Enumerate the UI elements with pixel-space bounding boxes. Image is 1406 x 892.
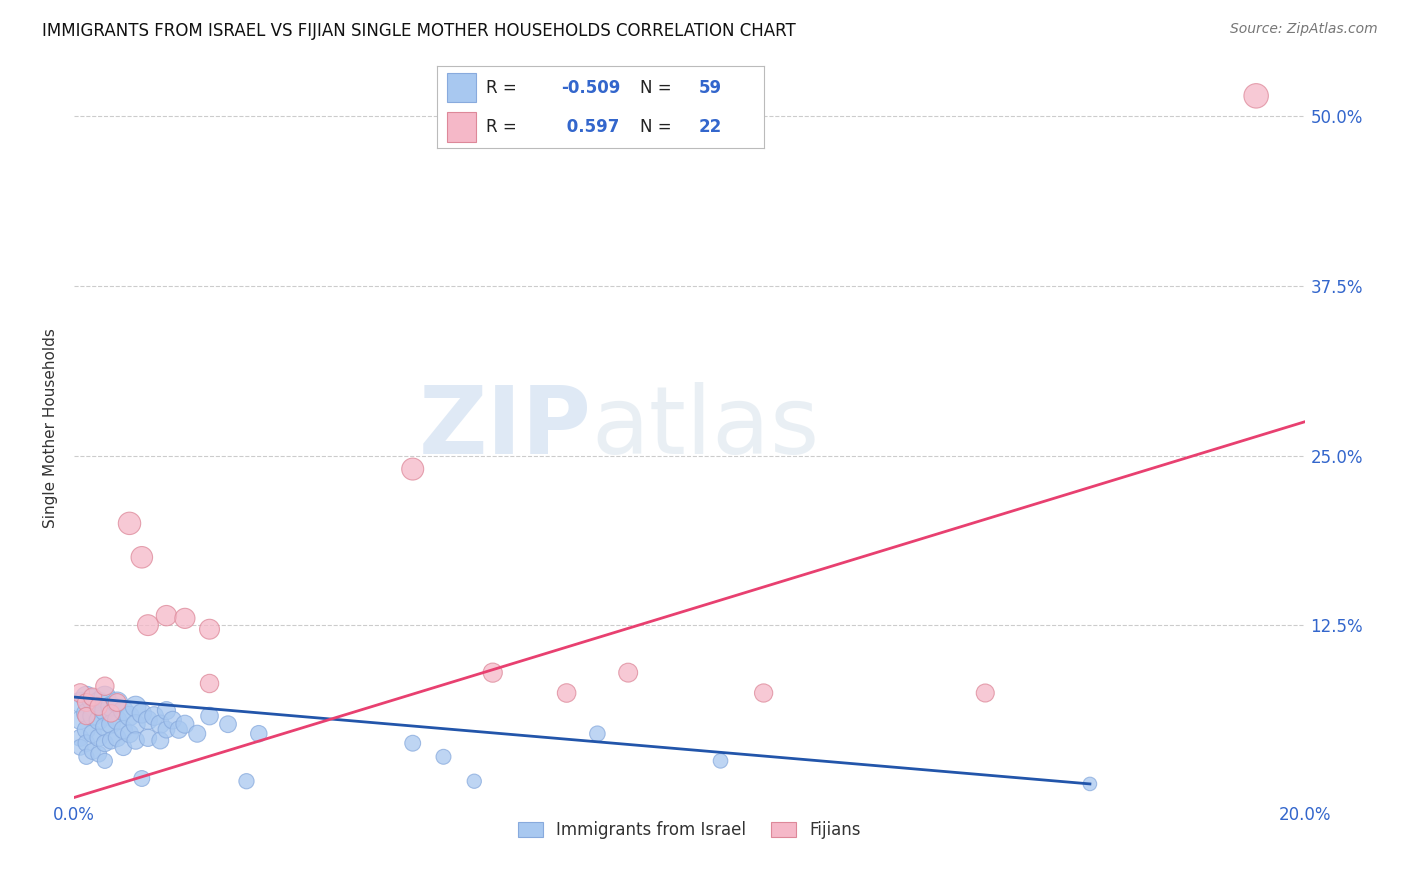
Point <box>217 717 239 731</box>
Point <box>94 754 117 768</box>
Point <box>87 696 110 710</box>
Text: atlas: atlas <box>592 383 820 475</box>
Point <box>87 699 110 714</box>
Point <box>118 727 141 741</box>
Point <box>112 704 135 718</box>
Point <box>82 727 104 741</box>
Point <box>75 723 97 737</box>
Point <box>149 733 172 747</box>
Point <box>752 686 775 700</box>
Point <box>198 709 221 723</box>
Point <box>94 720 117 734</box>
Point <box>69 731 91 745</box>
Point <box>100 699 122 714</box>
Point <box>167 723 190 737</box>
Point <box>82 690 104 704</box>
Point <box>149 717 172 731</box>
Point <box>124 733 146 747</box>
Point <box>235 774 257 789</box>
Y-axis label: Single Mother Households: Single Mother Households <box>44 328 58 528</box>
Legend: Immigrants from Israel, Fijians: Immigrants from Israel, Fijians <box>512 814 868 846</box>
Point <box>463 774 485 789</box>
Point <box>100 706 122 721</box>
Point <box>82 693 104 707</box>
Point <box>136 731 159 745</box>
Point <box>481 665 503 680</box>
Text: ZIP: ZIP <box>419 383 592 475</box>
Point <box>974 686 997 700</box>
Point <box>75 690 97 704</box>
Point <box>118 516 141 531</box>
Point <box>402 736 425 750</box>
Point <box>75 709 97 723</box>
Point <box>75 749 97 764</box>
Point <box>155 704 177 718</box>
Point <box>75 706 97 721</box>
Text: IMMIGRANTS FROM ISRAEL VS FIJIAN SINGLE MOTHER HOUSEHOLDS CORRELATION CHART: IMMIGRANTS FROM ISRAEL VS FIJIAN SINGLE … <box>42 22 796 40</box>
Point <box>131 706 153 721</box>
Point <box>555 686 578 700</box>
Point <box>186 727 208 741</box>
Point <box>69 713 91 727</box>
Point <box>617 665 640 680</box>
Point <box>162 713 184 727</box>
Point <box>75 736 97 750</box>
Point <box>75 696 97 710</box>
Point <box>100 717 122 731</box>
Point <box>105 696 128 710</box>
Point <box>136 713 159 727</box>
Text: Source: ZipAtlas.com: Source: ZipAtlas.com <box>1230 22 1378 37</box>
Point <box>143 709 166 723</box>
Point <box>432 749 454 764</box>
Point <box>709 754 731 768</box>
Point <box>105 731 128 745</box>
Point <box>198 676 221 690</box>
Point <box>82 709 104 723</box>
Point <box>105 696 128 710</box>
Point <box>1078 777 1101 791</box>
Point <box>586 727 609 741</box>
Point <box>124 717 146 731</box>
Point <box>87 731 110 745</box>
Point <box>82 744 104 758</box>
Point <box>136 618 159 632</box>
Point <box>155 608 177 623</box>
Point <box>87 713 110 727</box>
Point <box>402 462 425 476</box>
Point <box>69 696 91 710</box>
Point <box>69 740 91 755</box>
Point <box>94 679 117 693</box>
Point <box>131 772 153 786</box>
Point <box>155 723 177 737</box>
Point <box>198 622 221 636</box>
Point <box>124 699 146 714</box>
Point <box>105 713 128 727</box>
Point <box>174 717 197 731</box>
Point <box>112 740 135 755</box>
Point <box>1244 88 1267 103</box>
Point <box>69 686 91 700</box>
Point <box>94 704 117 718</box>
Point <box>100 733 122 747</box>
Point <box>247 727 270 741</box>
Point <box>87 747 110 761</box>
Point <box>94 736 117 750</box>
Point <box>174 611 197 625</box>
Point <box>118 709 141 723</box>
Point <box>112 723 135 737</box>
Point <box>94 690 117 704</box>
Point <box>131 550 153 565</box>
